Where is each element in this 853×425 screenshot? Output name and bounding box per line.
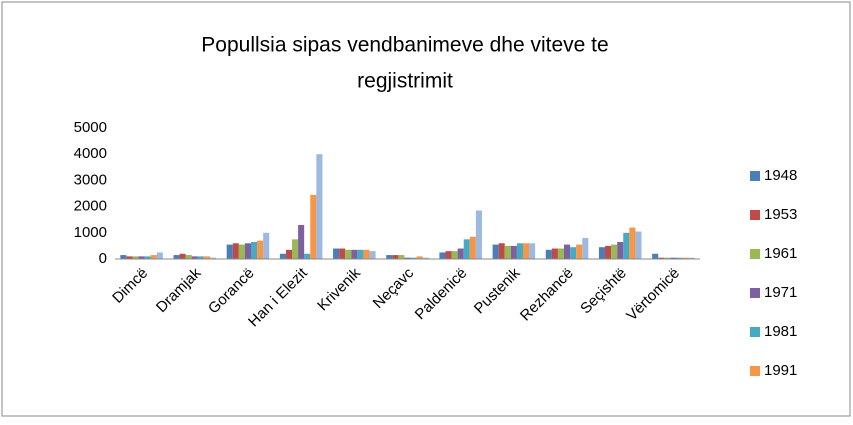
bar xyxy=(670,257,677,259)
bar xyxy=(664,257,671,259)
bar xyxy=(316,154,323,259)
bar xyxy=(150,255,157,259)
legend-swatch xyxy=(750,366,760,376)
bar xyxy=(126,256,133,259)
bar xyxy=(191,256,198,259)
bar xyxy=(652,253,659,259)
legend-label: 1981 xyxy=(764,323,797,340)
chart-frame xyxy=(1,1,851,417)
bar xyxy=(173,255,180,259)
bar xyxy=(156,252,163,259)
y-tick-label: 1000 xyxy=(74,224,107,241)
bar xyxy=(611,244,618,259)
bar xyxy=(416,256,423,259)
bar xyxy=(498,243,505,259)
bar xyxy=(285,249,293,259)
y-tick-label: 5000 xyxy=(74,119,107,136)
legend-label: 1948 xyxy=(764,167,797,184)
bar xyxy=(529,243,536,259)
bar xyxy=(144,256,151,259)
bar xyxy=(132,256,139,259)
bar xyxy=(439,252,446,259)
y-tick-label: 0 xyxy=(99,250,107,267)
bar xyxy=(410,257,417,259)
y-tick-label: 4000 xyxy=(74,145,107,162)
bar xyxy=(138,256,145,259)
bar xyxy=(386,255,393,259)
bar xyxy=(516,243,523,259)
bar xyxy=(203,256,210,259)
bar xyxy=(504,245,511,259)
legend-label: 1971 xyxy=(764,284,797,301)
bar xyxy=(457,248,464,259)
bar xyxy=(576,244,583,259)
legend-swatch xyxy=(750,210,760,220)
bar xyxy=(257,240,264,259)
bar xyxy=(522,243,530,259)
bar xyxy=(422,257,429,259)
bar xyxy=(545,249,552,259)
bar xyxy=(623,232,630,259)
bar xyxy=(605,245,612,259)
chart-title: regjistrimit xyxy=(357,70,453,93)
bar xyxy=(244,243,251,259)
bar xyxy=(351,249,358,259)
bar xyxy=(682,257,689,259)
bar xyxy=(598,247,606,259)
bar xyxy=(557,248,565,259)
bar xyxy=(492,244,499,259)
bar xyxy=(238,244,245,259)
bar xyxy=(629,227,636,259)
bar xyxy=(226,244,233,259)
bar xyxy=(185,255,192,259)
bar xyxy=(292,239,299,259)
bar xyxy=(398,255,405,259)
bar xyxy=(582,238,589,259)
bar xyxy=(392,255,399,259)
legend-swatch xyxy=(750,327,760,337)
bar xyxy=(510,245,517,259)
bar xyxy=(357,249,364,259)
legend-swatch xyxy=(750,249,760,259)
bar xyxy=(451,251,458,259)
bar xyxy=(209,257,217,259)
bar xyxy=(298,224,305,259)
bar xyxy=(475,210,482,259)
bar xyxy=(564,244,571,259)
bar xyxy=(445,251,452,259)
bar xyxy=(463,239,470,259)
bar xyxy=(279,253,286,259)
bar xyxy=(197,256,204,259)
bar xyxy=(617,241,624,259)
bar xyxy=(339,248,346,259)
bar xyxy=(570,247,577,259)
bar xyxy=(304,253,311,259)
chart-title: Popullsia sipas vendbanimeve dhe viteve … xyxy=(201,34,608,57)
bar xyxy=(232,243,239,259)
bar xyxy=(658,257,665,259)
legend-swatch xyxy=(750,288,760,298)
bar xyxy=(333,248,340,259)
y-tick-label: 2000 xyxy=(74,198,107,215)
bar xyxy=(179,253,186,259)
bar xyxy=(310,194,317,259)
y-tick-label: 3000 xyxy=(74,171,107,188)
bar xyxy=(120,255,127,259)
legend-label: 1991 xyxy=(764,362,797,379)
bar xyxy=(404,257,411,259)
legend-swatch xyxy=(750,171,760,181)
legend-label: 1953 xyxy=(764,206,797,223)
bar xyxy=(250,241,258,259)
bar xyxy=(345,249,352,259)
bar xyxy=(263,232,270,259)
bar xyxy=(676,257,683,259)
legend-label: 1961 xyxy=(764,245,797,262)
bar xyxy=(369,251,376,259)
bar xyxy=(363,249,370,259)
bar xyxy=(469,236,476,259)
bar xyxy=(551,248,558,259)
bar xyxy=(688,257,695,259)
bar xyxy=(635,231,642,259)
